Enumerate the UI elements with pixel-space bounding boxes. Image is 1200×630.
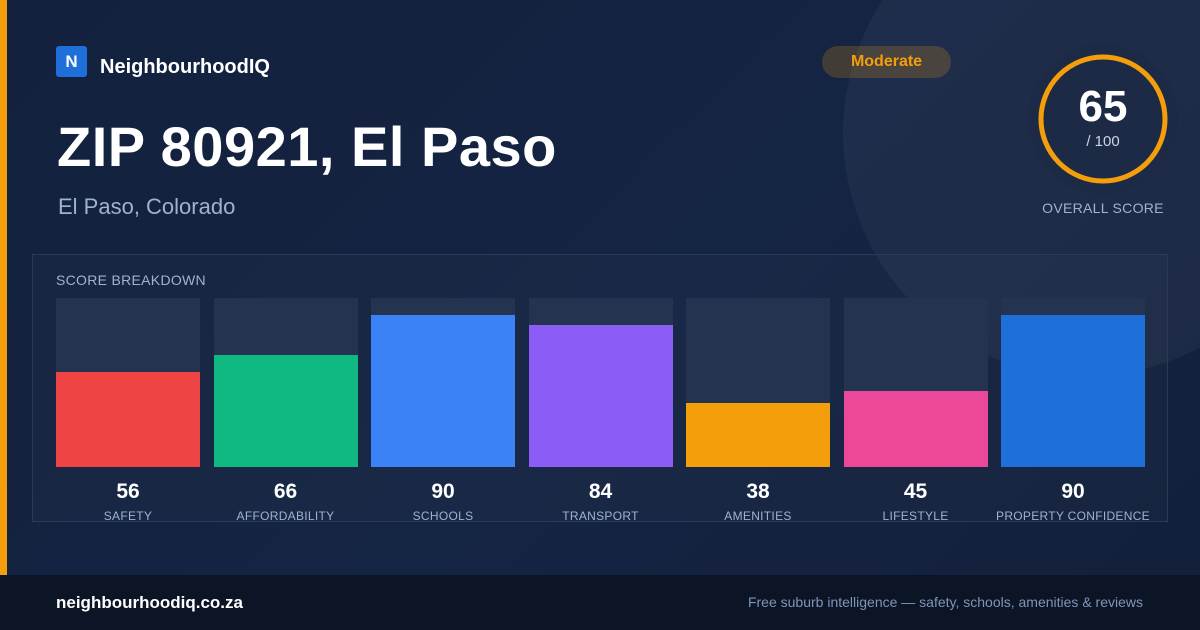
gauge-ring — [1028, 44, 1178, 194]
bar-value-safety: 56 — [116, 480, 140, 503]
gauge-ring-stroke — [1038, 54, 1168, 184]
bar-value-affordability: 66 — [273, 480, 298, 503]
bar-property-confidence — [1001, 314, 1145, 467]
brand-name: NeighbourhoodIQ — [100, 56, 270, 78]
bar-value-amenities: 38 — [746, 480, 770, 503]
overall-score-gauge: 65 / 100 — [1028, 44, 1178, 194]
overall-score-max: / 100 — [1086, 133, 1120, 150]
bar-transport — [528, 325, 673, 467]
bar-label-affordability: AFFORDABILITY — [236, 509, 335, 523]
page-title: ZIP 80921, El Paso — [57, 115, 557, 178]
rating-badge: Moderate — [822, 46, 951, 78]
overall-score-value: 65 — [1078, 82, 1128, 131]
score-breakdown-chart: 56 SAFETY 66 AFFORDABILITY 90 SCHOOLS 84 TRANSP… — [56, 298, 1150, 523]
bar-affordability — [213, 355, 358, 467]
bar-label-schools: SCHOOLS — [412, 509, 474, 523]
bar-value-property-confidence: 90 — [1061, 480, 1085, 503]
accent-stripe — [0, 0, 7, 575]
gauge-backdrop — [1028, 44, 1178, 194]
footer-domain: neighbourhoodiq.co.za — [56, 593, 243, 612]
bar-label-property-confidence: PROPERTY CONFIDENCE — [996, 509, 1150, 523]
footer — [0, 575, 1200, 630]
footer-tagline: Free suburb intelligence — safety, schoo… — [747, 594, 1143, 610]
bar-value-transport: 84 — [588, 480, 613, 503]
breakdown-title: SCORE BREAKDOWN — [56, 272, 206, 288]
bar-label-lifestyle: LIFESTYLE — [882, 509, 949, 523]
bar-schools — [371, 314, 515, 467]
bar-safety — [56, 372, 200, 467]
bar-lifestyle — [843, 390, 988, 467]
bar-label-safety: SAFETY — [103, 509, 153, 523]
bar-label-transport: TRANSPORT — [562, 509, 639, 523]
score-breakdown-panel — [32, 254, 1168, 522]
bar-value-lifestyle: 45 — [903, 480, 928, 503]
bar-amenities — [686, 402, 830, 467]
bar-value-schools: 90 — [431, 480, 455, 503]
logo-icon: N — [56, 46, 87, 77]
bar-label-amenities: AMENITIES — [724, 509, 792, 523]
overall-score-label: OVERALL SCORE — [1042, 200, 1164, 216]
location-subtitle: El Paso, Colorado — [58, 194, 236, 219]
